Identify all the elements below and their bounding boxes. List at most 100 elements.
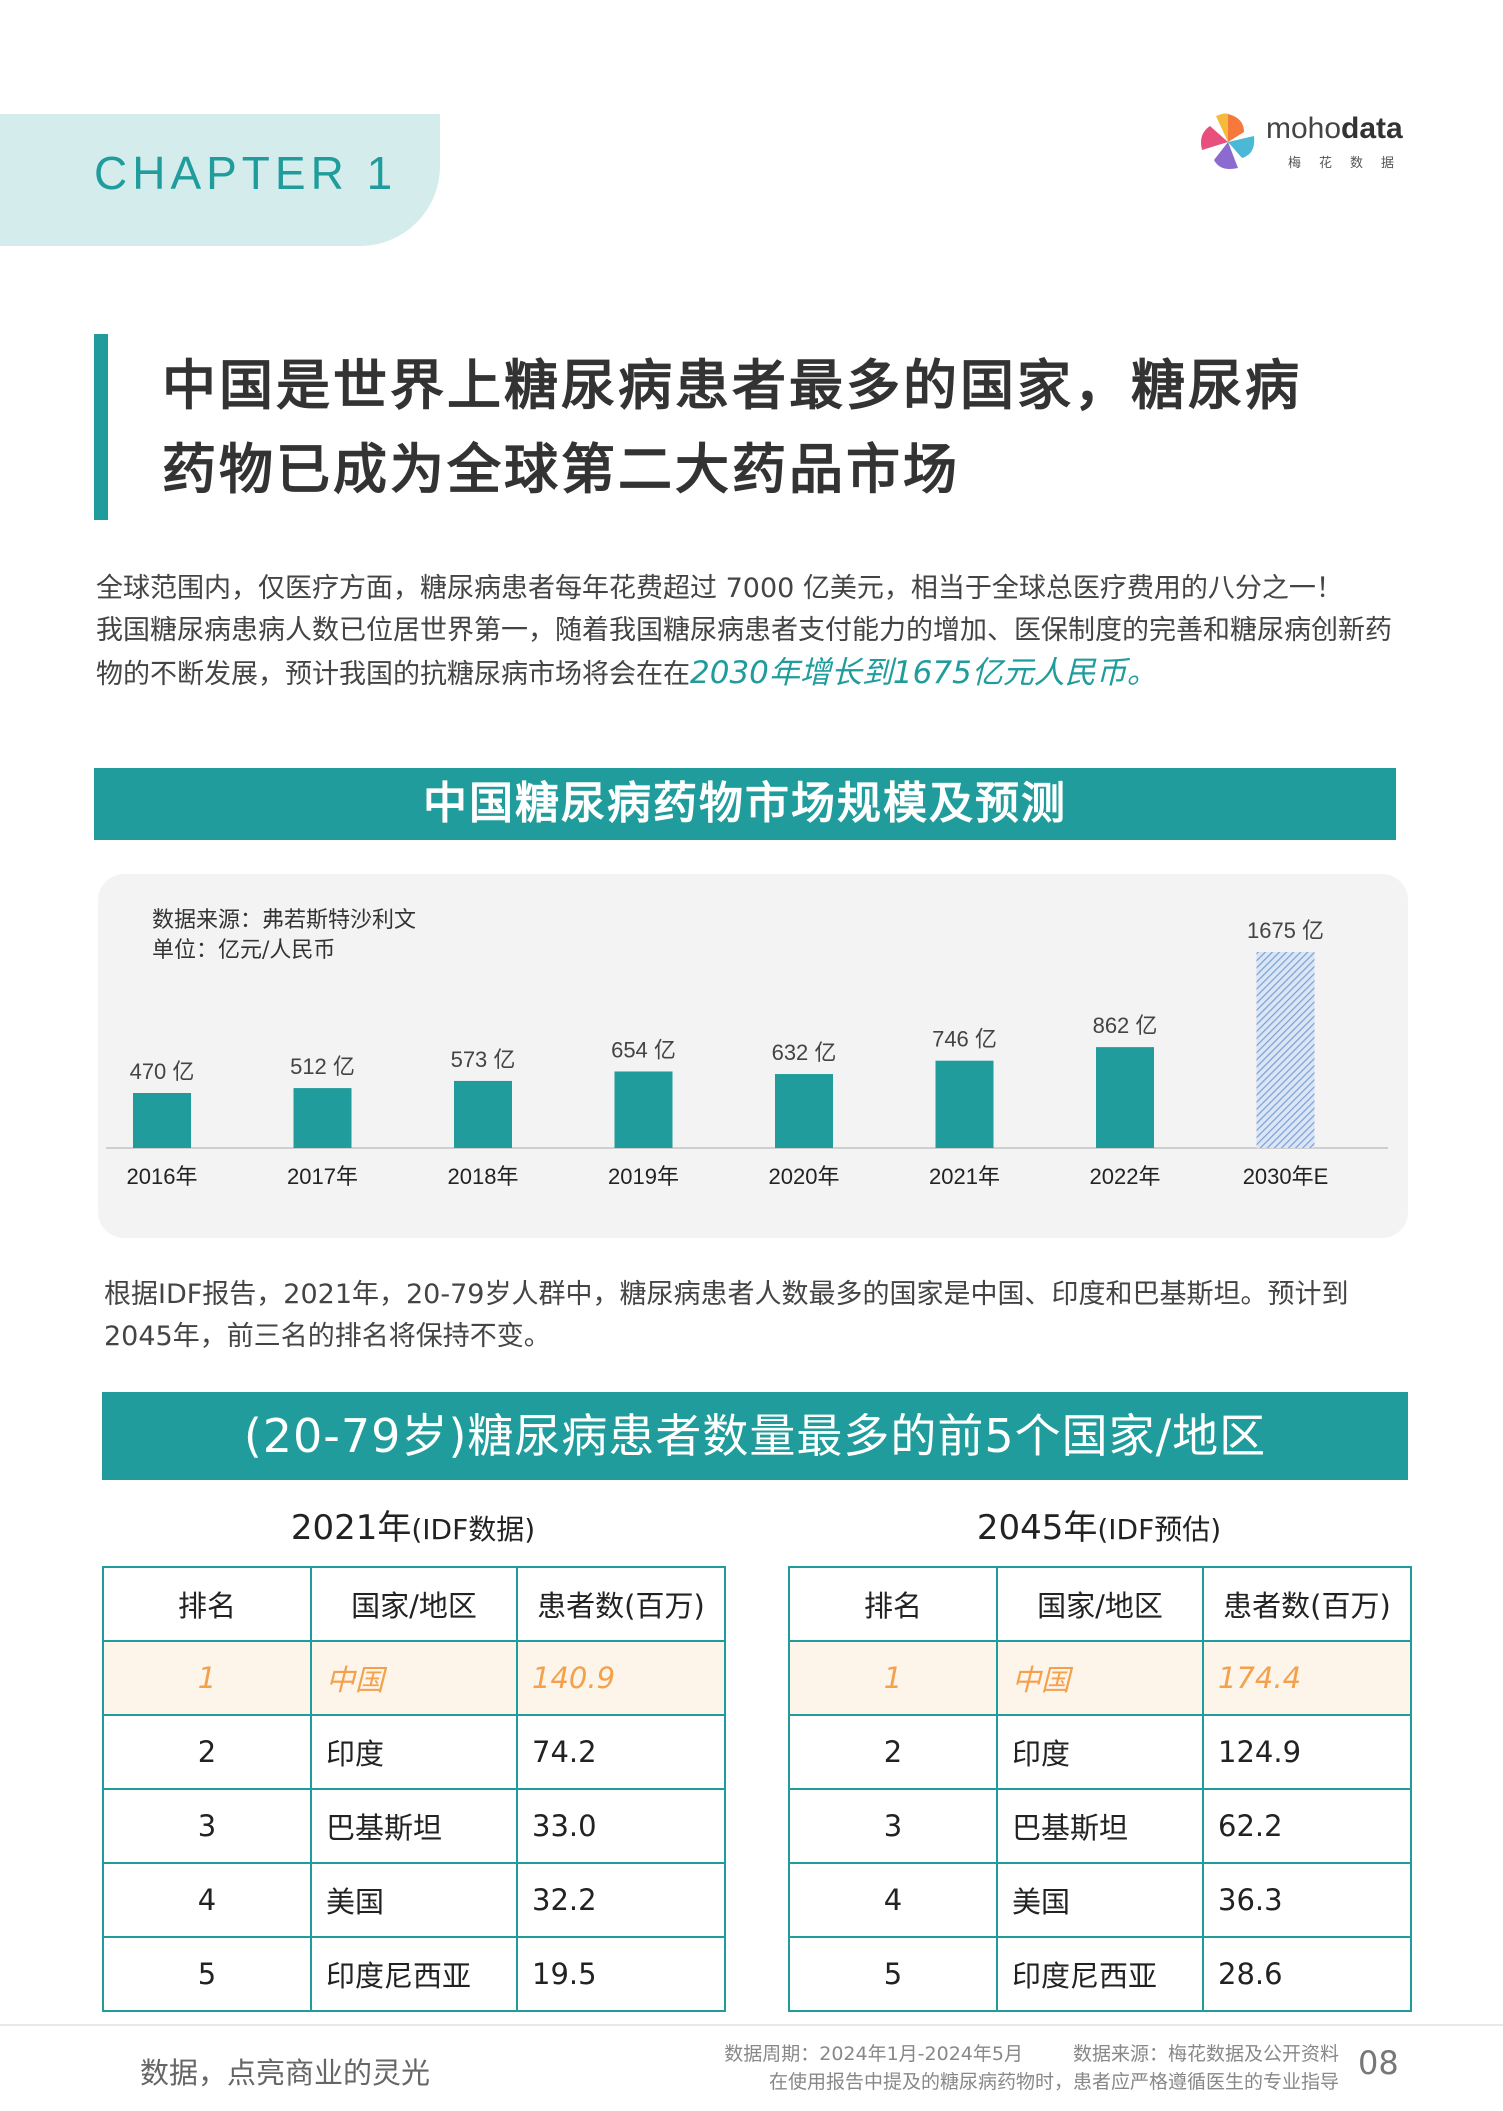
x-tick-label: 2021年: [929, 1164, 1000, 1189]
brand-wordmark: mohodata: [1266, 112, 1403, 145]
column-header: 国家/地区: [310, 1566, 518, 1642]
table-row: 4 美国 36.3: [788, 1862, 1412, 1938]
column-header: 国家/地区: [996, 1566, 1204, 1642]
table-header-row: 排名 国家/地区 患者数(百万): [788, 1566, 1412, 1642]
column-header: 患者数(百万): [1202, 1566, 1412, 1642]
brand-logo: mohodata 梅花数据: [1196, 110, 1416, 180]
chapter-label: CHAPTER 1: [94, 147, 398, 199]
patients-cell: 140.9: [516, 1640, 726, 1716]
x-tick-label: 2018年: [448, 1164, 519, 1189]
table-header-row: 排名 国家/地区 患者数(百万): [102, 1566, 726, 1642]
table-caption-2045: 2045年(IDF预估): [976, 1508, 1222, 1548]
footer-meta: 数据周期：2024年1月-2024年5月 数据来源：梅花数据及公开资料 在使用报告…: [674, 2040, 1339, 2096]
intro-paragraph-1: 全球范围内，仅医疗方面，糖尿病患者每年花费超过 7000 亿美元，相当于全球总医…: [96, 573, 1343, 604]
patients-cell: 36.3: [1202, 1862, 1412, 1938]
chart-source-note: 数据来源：弗若斯特沙利文: [152, 908, 417, 933]
patients-cell: 62.2: [1202, 1788, 1412, 1864]
chapter-tab: [0, 114, 440, 246]
country-cell: 印度尼西亚: [996, 1936, 1204, 2012]
bar-value-label: 573 亿: [451, 1047, 516, 1072]
rank-cell: 2: [788, 1714, 998, 1790]
market-size-bar-chart: 470 亿 2016年 512 亿 2017年 573 亿 2018年 654 亿 2019年…: [106, 918, 1388, 1189]
country-cell: 美国: [996, 1862, 1204, 1938]
patients-cell: 174.4: [1202, 1640, 1412, 1716]
rank-cell: 5: [102, 1936, 312, 2012]
table-row: 1 中国 140.9: [102, 1640, 726, 1716]
country-cell: 印度: [310, 1714, 518, 1790]
title-accent-bar: [94, 334, 108, 520]
patients-cell: 124.9: [1202, 1714, 1412, 1790]
bar-2016年: [133, 1093, 191, 1148]
table-row: 3 巴基斯坦 33.0: [102, 1788, 726, 1864]
footer-disclaimer: 在使用报告中提及的糖尿病药物时，患者应严格遵循医生的专业指导: [768, 2071, 1339, 2093]
bar-2020年: [775, 1074, 833, 1148]
bar-2030年E: [1256, 952, 1315, 1148]
ranking-table-2021: 排名 国家/地区 患者数(百万) 1 中国 140.9 2 印度 74.2 3 巴基斯坦 33.0 4 美…: [102, 1566, 726, 2012]
column-header: 排名: [102, 1566, 312, 1642]
rank-cell: 2: [102, 1714, 312, 1790]
bar-value-label: 862 亿: [1093, 1013, 1158, 1038]
rank-cell: 3: [102, 1788, 312, 1864]
table-row: 4 美国 32.2: [102, 1862, 726, 1938]
bar-value-label: 1675 亿: [1247, 918, 1324, 943]
footer-period: 数据周期：2024年1月-2024年5月: [724, 2043, 1023, 2065]
bar-2017年: [293, 1088, 352, 1148]
bar-2022年: [1096, 1047, 1154, 1148]
intro-paragraph-2: 我国糖尿病患病人数已位居世界第一，随着我国糖尿病患者支付能力的增加、医保制度的完…: [96, 615, 1392, 691]
rank-cell: 1: [788, 1640, 998, 1716]
country-cell: 巴基斯坦: [996, 1788, 1204, 1864]
patients-cell: 33.0: [516, 1788, 726, 1864]
footer-slogan: 数据，点亮商业的灵光: [140, 2056, 431, 2090]
table-row: 3 巴基斯坦 62.2: [788, 1788, 1412, 1864]
x-tick-label: 2019年: [608, 1164, 679, 1189]
rank-cell: 5: [788, 1936, 998, 2012]
table-row: 1 中国 174.4: [788, 1640, 1412, 1716]
country-cell: 巴基斯坦: [310, 1788, 518, 1864]
x-tick-label: 2017年: [287, 1164, 358, 1189]
x-tick-label: 2020年: [769, 1164, 840, 1189]
table-row: 5 印度尼西亚 28.6: [788, 1936, 1412, 2012]
patients-cell: 74.2: [516, 1714, 726, 1790]
column-header: 排名: [788, 1566, 998, 1642]
bar-2018年: [454, 1080, 512, 1148]
brand-subtitle: 梅花数据: [1288, 156, 1413, 171]
bar-value-label: 632 亿: [772, 1040, 837, 1065]
table-row: 2 印度 74.2: [102, 1714, 726, 1790]
x-tick-label: 2016年: [127, 1164, 198, 1189]
country-cell: 中国: [996, 1640, 1204, 1716]
country-cell: 中国: [310, 1640, 518, 1716]
country-cell: 印度尼西亚: [310, 1936, 518, 2012]
footer-divider: [0, 2024, 1503, 2026]
country-cell: 美国: [310, 1862, 518, 1938]
rank-banner: (20-79岁)糖尿病患者数量最多的前5个国家/地区: [102, 1392, 1408, 1480]
intro-text: 全球范围内，仅医疗方面，糖尿病患者每年花费超过 7000 亿美元，相当于全球总医…: [96, 568, 1406, 696]
x-tick-label: 2030年E: [1243, 1164, 1329, 1189]
bar-value-label: 470 亿: [130, 1059, 195, 1084]
rank-cell: 4: [102, 1862, 312, 1938]
patients-cell: 32.2: [516, 1862, 726, 1938]
idf-paragraph: 根据IDF报告，2021年，20-79岁人群中，糖尿病患者人数最多的国家是中国、…: [104, 1279, 1349, 1352]
footer-source: 数据来源：梅花数据及公开资料: [1072, 2043, 1339, 2065]
column-header: 患者数(百万): [516, 1566, 726, 1642]
bar-value-label: 512 亿: [290, 1054, 355, 1079]
chart-unit-note: 单位：亿元/人民币: [152, 938, 336, 963]
bar-2021年: [935, 1060, 994, 1148]
patients-cell: 19.5: [516, 1936, 726, 2012]
pinwheel-logo-icon: [1201, 113, 1255, 169]
page-number: 08: [1358, 2044, 1399, 2082]
rank-cell: 3: [788, 1788, 998, 1864]
x-tick-label: 2022年: [1090, 1164, 1161, 1189]
bar-value-label: 746 亿: [932, 1027, 997, 1052]
chart-panel: [98, 874, 1408, 1238]
country-cell: 印度: [996, 1714, 1204, 1790]
bar-value-label: 654 亿: [611, 1037, 676, 1062]
bar-2019年: [614, 1071, 673, 1148]
rank-cell: 1: [102, 1640, 312, 1716]
table-caption-2021: 2021年(IDF数据): [290, 1508, 536, 1548]
ranking-table-2045: 排名 国家/地区 患者数(百万) 1 中国 174.4 2 印度 124.9 3 巴基斯坦 62.2 4…: [788, 1566, 1412, 2012]
patients-cell: 28.6: [1202, 1936, 1412, 2012]
table-row: 2 印度 124.9: [788, 1714, 1412, 1790]
table-row: 5 印度尼西亚 19.5: [102, 1936, 726, 2012]
rank-cell: 4: [788, 1862, 998, 1938]
forecast-highlight: 2030年增长到1675亿元人民币。: [690, 655, 1158, 691]
